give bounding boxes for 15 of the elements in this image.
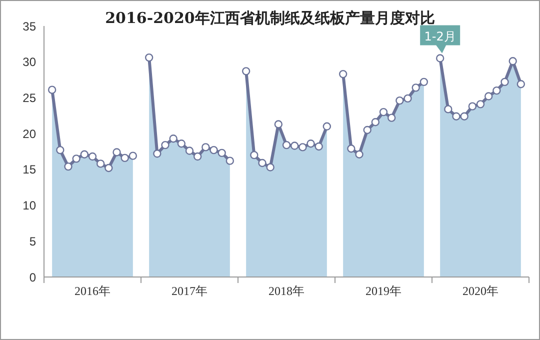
- chart-title: 2016-2020年江西省机制纸及纸板产量月度对比: [105, 9, 435, 27]
- y-tick-label: 15: [22, 162, 36, 177]
- x-tick-label: 2018年: [268, 284, 304, 298]
- x-tick-label: 2019年: [366, 284, 402, 298]
- y-tick-label: 0: [29, 270, 36, 284]
- x-tick-label: 2020年: [462, 284, 498, 298]
- y-tick-label: 10: [22, 198, 36, 213]
- x-tick-label: 2017年: [172, 284, 208, 298]
- annotation: 1-2月: [424, 29, 456, 44]
- y-tick-label: 25: [22, 90, 36, 105]
- y-tick-label: 20: [22, 126, 36, 141]
- y-tick-label: 35: [22, 19, 36, 34]
- x-tick-label: 2016年: [74, 284, 110, 298]
- y-tick-label: 30: [22, 55, 36, 70]
- y-tick-label: 5: [29, 234, 36, 248]
